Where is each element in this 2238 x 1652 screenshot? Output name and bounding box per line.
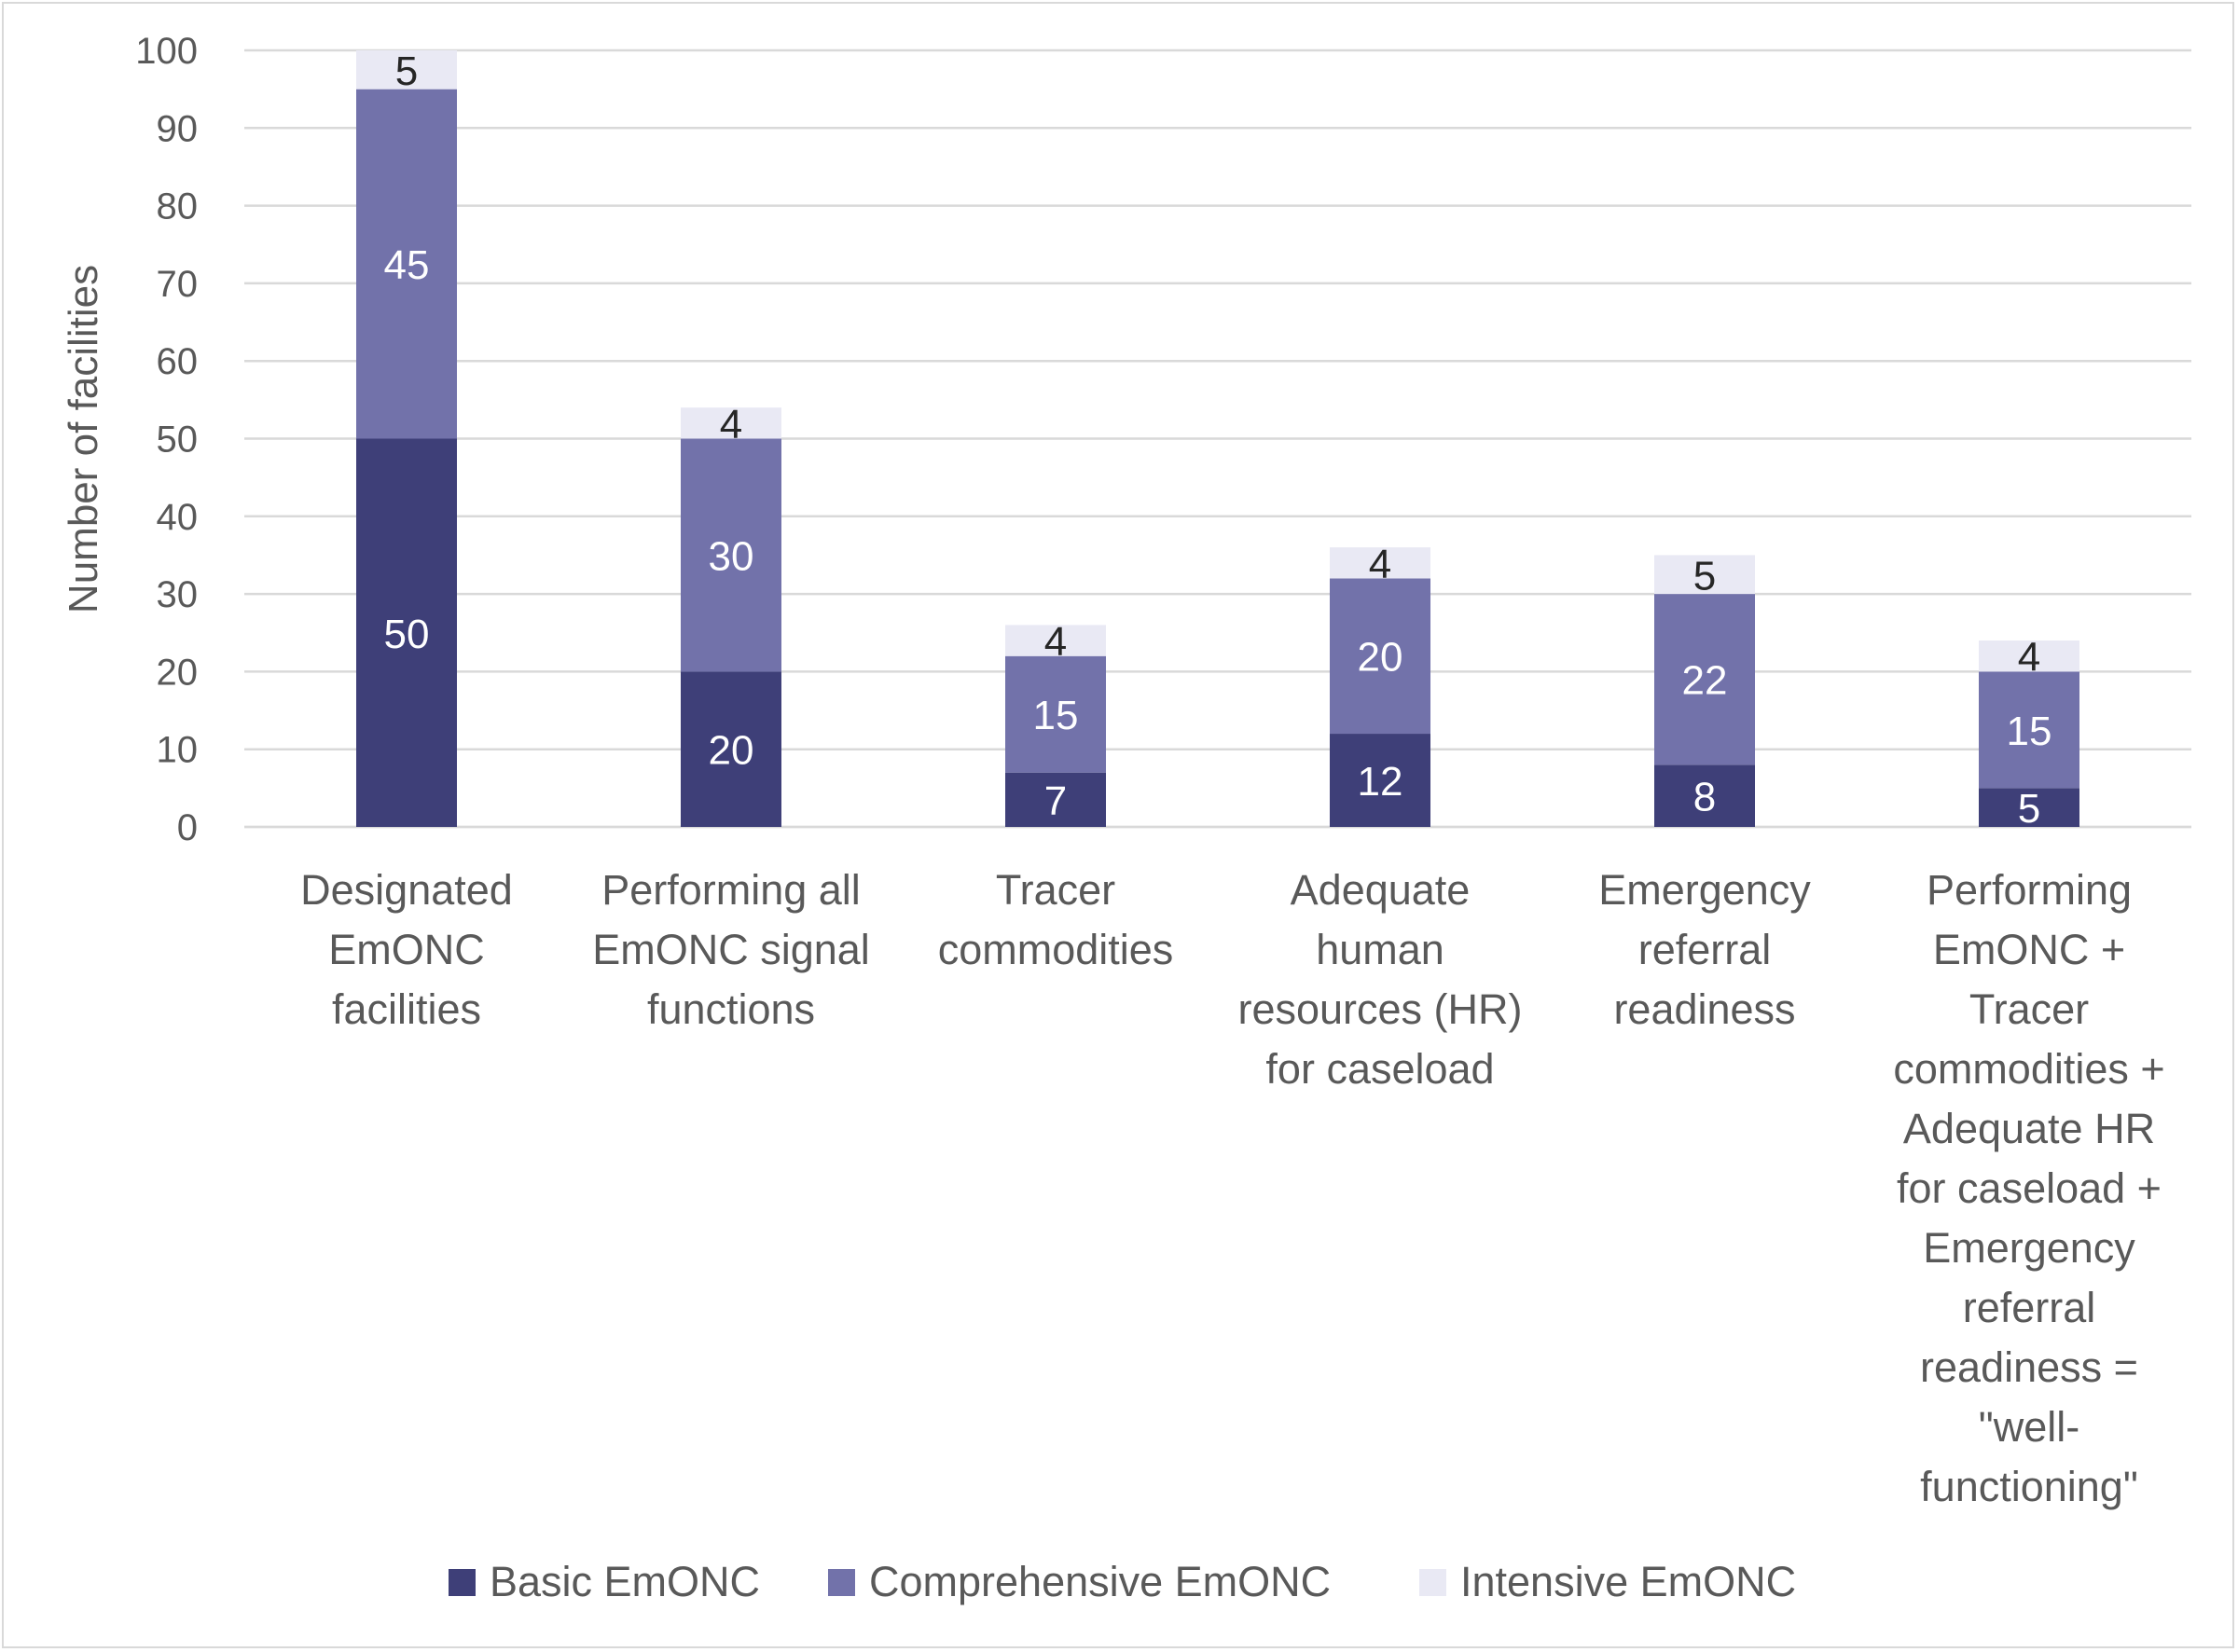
x-category-label-line: Performing all [601,866,861,914]
x-category-label: Performing all EmONC signal functions [592,866,870,1033]
data-label: 4 [1044,619,1067,665]
y-tick-label: 10 [157,730,199,771]
x-category-label-line: Tracer [1969,985,2089,1033]
y-tick-label: 80 [157,186,199,227]
y-axis-ticks: 0 10 20 30 40 50 60 70 80 90 100 [135,31,198,848]
bar-segment-basic-emonc [1330,734,1430,827]
x-axis-labels: Designated EmONC facilities Performing all E… [300,866,2165,1510]
x-category-label-line: Emergency [1923,1224,2135,1272]
data-label: 12 [1358,759,1403,805]
bar-segment-basic-emonc [1654,764,1755,827]
y-tick-label: 50 [157,420,199,461]
data-label: 15 [2007,709,2052,754]
legend-swatch [1419,1569,1446,1596]
data-label: 4 [2018,635,2040,681]
bar-segment-comprehensive-emonc [1330,578,1430,735]
x-category-label-line: resources (HR) [1237,985,1522,1033]
y-tick-label: 20 [157,652,199,693]
legend-label: Basic EmONC [490,1558,760,1605]
bars: 50 45 5 20 30 4 7 15 4 12 20 4 8 22 5 5 15 4 [356,48,2079,832]
data-label: 4 [1369,542,1391,587]
x-category-label-line: EmONC + [1933,926,2125,973]
x-category-label-line: "well- [1979,1403,2079,1451]
x-category-label-line: Adequate HR [1903,1105,2155,1152]
x-category-label-line: referral [1638,926,1772,973]
data-label: 4 [720,402,742,447]
x-category-label: Tracer commodities [938,866,1174,973]
bar-segment-basic-emonc [1979,788,2079,827]
data-label: 45 [384,242,430,288]
bar-segment-intensive-emonc [681,407,781,439]
x-category-label-line: functioning" [1920,1463,2138,1510]
bar-segment-intensive-emonc [1330,547,1430,579]
legend: Basic EmONC Comprehensive EmONC Intensive … [449,1558,1796,1605]
bar-segment-basic-emonc [356,438,457,827]
x-category-label-line: for caseload + [1897,1164,2162,1212]
data-label: 5 [2018,786,2040,832]
x-category-label-line: Performing [1927,866,2132,914]
bar-segment-comprehensive-emonc [356,89,457,439]
y-tick-label: 0 [177,807,198,848]
x-category-label-line: readiness [1613,985,1795,1033]
data-label: 5 [395,48,418,94]
data-label: 7 [1044,778,1067,824]
gridlines [244,48,2191,829]
x-category-label-line: readiness = [1920,1343,2138,1391]
x-category-label-line: Designated [300,866,513,914]
x-category-label-line: Adequate [1291,866,1471,914]
data-label: 50 [384,612,430,657]
x-category-label-line: Emergency [1598,866,1811,914]
bar-segment-basic-emonc [1005,772,1106,827]
data-label: 8 [1693,775,1716,820]
bar-segment-intensive-emonc [1005,625,1106,656]
data-label: 30 [709,533,754,579]
x-category-label-line: functions [647,985,815,1033]
bar-segment-comprehensive-emonc [681,438,781,672]
bar-segment-basic-emonc [681,671,781,827]
x-category-label-line: for caseload [1265,1045,1494,1093]
data-label: 22 [1682,658,1728,704]
y-tick-label: 90 [157,108,199,149]
y-axis-label: Number of facilities [61,265,106,613]
x-category-label-line: Tracer [996,866,1115,914]
data-label: 5 [1693,553,1716,599]
legend-swatch [449,1569,476,1596]
bar-segment-intensive-emonc [356,50,457,89]
x-category-label: Emergency referral readiness [1598,866,1811,1033]
y-tick-label: 60 [157,341,199,382]
bar-segment-comprehensive-emonc [1005,655,1106,773]
y-tick-label: 100 [135,31,198,72]
x-category-label-line: EmONC [328,926,485,973]
x-category-label-line: commodities [938,926,1174,973]
x-category-label-line: referral [1963,1284,2096,1331]
legend-label: Intensive EmONC [1460,1558,1796,1605]
x-category-label-line: EmONC signal [592,926,870,973]
data-label: 20 [1358,635,1403,681]
x-category-label-line: commodities + [1893,1045,2164,1093]
y-tick-label: 70 [157,264,199,305]
bar-segment-comprehensive-emonc [1979,671,2079,789]
y-tick-label: 30 [157,574,199,615]
data-label: 15 [1033,693,1079,738]
x-category-label: Performing EmONC + Tracer commodities + Adeq… [1893,866,2164,1510]
bar-segment-comprehensive-emonc [1654,594,1755,765]
x-category-label: Designated EmONC facilities [300,866,513,1033]
bar-segment-intensive-emonc [1654,555,1755,595]
legend-swatch [828,1569,855,1596]
x-category-label: Adequate human resources (HR) for caseload [1237,866,1522,1093]
legend-label: Comprehensive EmONC [869,1558,1331,1605]
x-category-label-line: facilities [332,985,481,1033]
data-label: 20 [709,728,754,774]
x-category-label-line: human [1316,926,1444,973]
y-tick-label: 40 [157,497,199,538]
bar-segment-intensive-emonc [1979,640,2079,672]
